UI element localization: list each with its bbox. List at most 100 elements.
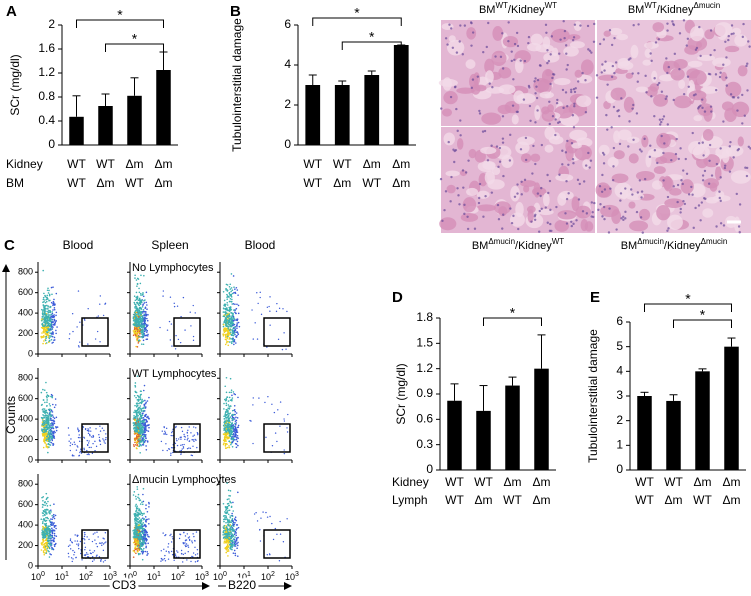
- event: [75, 557, 76, 558]
- event: [89, 427, 90, 428]
- y-axis-label: SCr (mg/dl): [394, 363, 408, 424]
- event: [231, 317, 233, 319]
- event: [181, 427, 182, 428]
- nucleus: [588, 166, 590, 168]
- event: [47, 308, 49, 310]
- event: [47, 505, 49, 507]
- event: [256, 292, 257, 293]
- event: [72, 558, 73, 559]
- event: [144, 385, 146, 387]
- nucleus: [448, 24, 450, 26]
- event: [229, 427, 231, 429]
- event: [141, 423, 143, 425]
- tick-exponent: 1: [65, 571, 69, 578]
- event: [53, 428, 55, 430]
- event: [135, 314, 137, 316]
- event: [252, 404, 253, 405]
- event: [254, 322, 255, 323]
- event: [89, 447, 90, 448]
- event: [230, 378, 232, 380]
- nucleus: [666, 95, 668, 97]
- event: [70, 540, 71, 541]
- image-caption: BMWT/KidneyWT: [479, 1, 557, 16]
- event: [146, 449, 148, 451]
- event: [190, 325, 191, 326]
- event: [43, 304, 45, 306]
- nucleus: [478, 202, 480, 204]
- nucleus: [649, 156, 651, 158]
- event: [43, 422, 45, 424]
- event: [233, 316, 235, 318]
- event: [55, 426, 57, 428]
- event: [42, 531, 44, 533]
- nucleus: [478, 197, 480, 199]
- event: [74, 442, 75, 443]
- event: [49, 556, 51, 558]
- image-caption: BMWT/KidneyΔmucin: [628, 1, 720, 16]
- nucleus: [534, 77, 536, 79]
- event: [232, 333, 234, 335]
- event: [44, 509, 46, 511]
- event: [47, 452, 49, 454]
- tubule: [612, 173, 629, 183]
- event: [85, 547, 86, 548]
- event: [225, 309, 227, 311]
- x-tick-label: WT: [635, 475, 654, 489]
- event: [45, 542, 47, 544]
- nucleus: [603, 162, 605, 164]
- event: [141, 531, 143, 533]
- event: [236, 320, 238, 322]
- event: [41, 425, 43, 427]
- event: [146, 334, 148, 336]
- event: [41, 318, 43, 320]
- event: [43, 306, 45, 308]
- event: [136, 306, 138, 308]
- event: [105, 437, 106, 438]
- event: [54, 533, 56, 535]
- event: [143, 488, 145, 490]
- nucleus: [463, 213, 465, 215]
- event: [226, 414, 228, 416]
- nucleus: [517, 45, 519, 47]
- nucleus: [496, 145, 498, 147]
- event: [133, 330, 135, 332]
- event: [100, 543, 101, 544]
- nucleus: [693, 227, 695, 229]
- nucleus: [539, 210, 541, 212]
- event: [89, 434, 90, 435]
- event: [143, 501, 145, 503]
- event: [229, 440, 231, 442]
- bar: [505, 386, 520, 470]
- event: [145, 545, 147, 547]
- event: [230, 308, 232, 310]
- event: [52, 303, 54, 305]
- event: [135, 438, 137, 440]
- event: [137, 529, 139, 531]
- event: [223, 415, 225, 417]
- event: [133, 412, 135, 414]
- tubule: [664, 198, 683, 208]
- event: [133, 415, 135, 417]
- event: [105, 541, 106, 542]
- event: [138, 409, 140, 411]
- event: [280, 401, 281, 402]
- event: [133, 316, 135, 318]
- nucleus: [727, 39, 729, 41]
- event: [48, 314, 50, 316]
- event: [142, 421, 144, 423]
- significance-label: *: [354, 5, 360, 21]
- event: [136, 404, 138, 406]
- event: [44, 318, 46, 320]
- event: [236, 287, 238, 289]
- nucleus: [733, 96, 735, 98]
- event: [42, 302, 44, 304]
- event: [194, 434, 195, 435]
- event: [135, 313, 137, 315]
- event: [238, 313, 240, 315]
- tubule: [445, 170, 459, 176]
- event: [144, 335, 146, 337]
- x-tick-label: WT: [445, 475, 464, 489]
- event: [140, 534, 142, 536]
- event: [136, 486, 138, 488]
- event: [50, 413, 52, 415]
